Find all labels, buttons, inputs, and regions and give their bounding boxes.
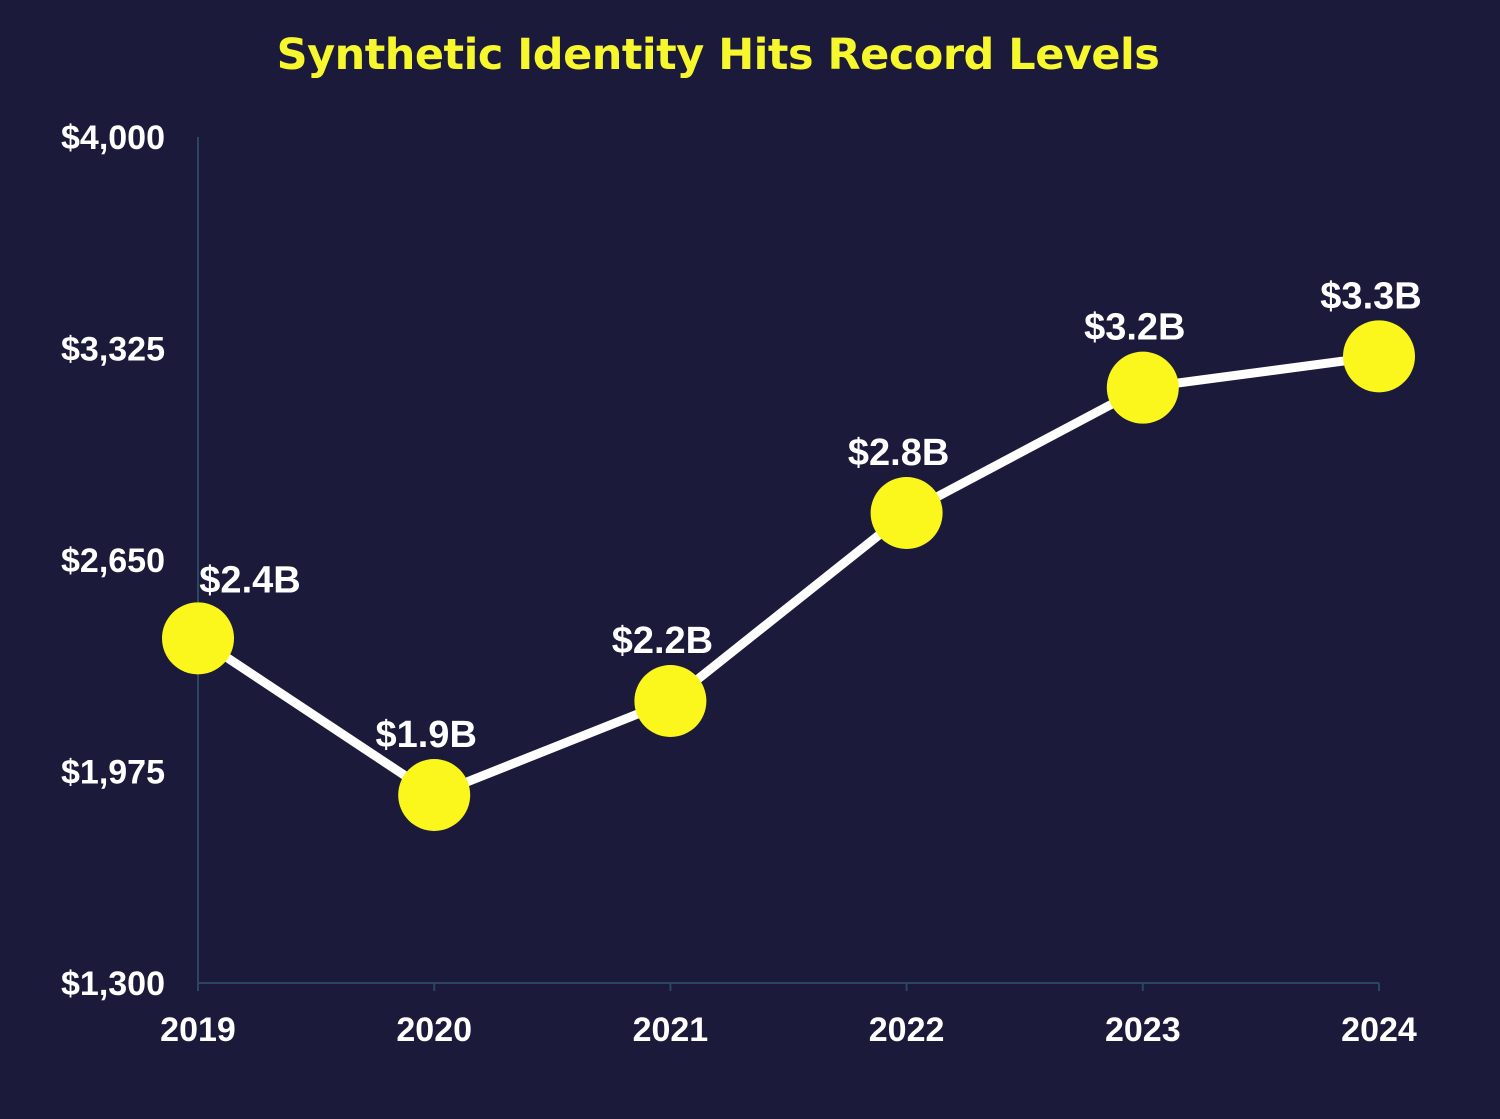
- data-label-2022: $2.8B: [848, 432, 949, 474]
- series-line: [193, 351, 1384, 800]
- label-layer: $2.4B $1.9B $2.2B $2.8B $3.2B $3.3B: [199, 275, 1421, 756]
- data-label-2023: $3.2B: [1084, 307, 1185, 349]
- marker-layer: [162, 320, 1415, 831]
- data-label-2021: $2.2B: [612, 620, 713, 662]
- y-tick-label-2650: $2,650: [61, 542, 165, 580]
- data-point-2024: [1343, 320, 1415, 393]
- data-label-2019: $2.4B: [199, 559, 300, 601]
- data-label-2024: $3.3B: [1320, 275, 1421, 317]
- y-tick-label-4000: $4,000: [61, 119, 165, 157]
- data-point-2022: [870, 477, 943, 549]
- y-tick-label-1975: $1,975: [61, 754, 165, 792]
- x-tick-label-2023: 2023: [1105, 1011, 1181, 1049]
- data-point-2023: [1106, 351, 1179, 424]
- axes-layer: 2019 2020 2021 2022 2023 2024 $1,300 $1,975 $2,6…: [61, 119, 1417, 1049]
- data-point-2020: [398, 759, 471, 831]
- data-point-2019: [162, 602, 234, 675]
- chart-title: Synthetic Identity Hits Record Levels: [276, 30, 1160, 80]
- y-tick-label-1300: $1,300: [61, 965, 165, 1003]
- data-point-2021: [634, 665, 707, 737]
- x-tick-label-2019: 2019: [160, 1011, 236, 1049]
- x-tick-label-2022: 2022: [869, 1011, 945, 1049]
- data-label-2020: $1.9B: [375, 714, 476, 756]
- x-tick-label-2021: 2021: [633, 1011, 709, 1049]
- x-tick-label-2024: 2024: [1341, 1011, 1417, 1049]
- y-tick-label-3325: $3,325: [61, 331, 165, 369]
- line-layer: [193, 351, 1384, 800]
- x-tick-label-2020: 2020: [396, 1011, 472, 1049]
